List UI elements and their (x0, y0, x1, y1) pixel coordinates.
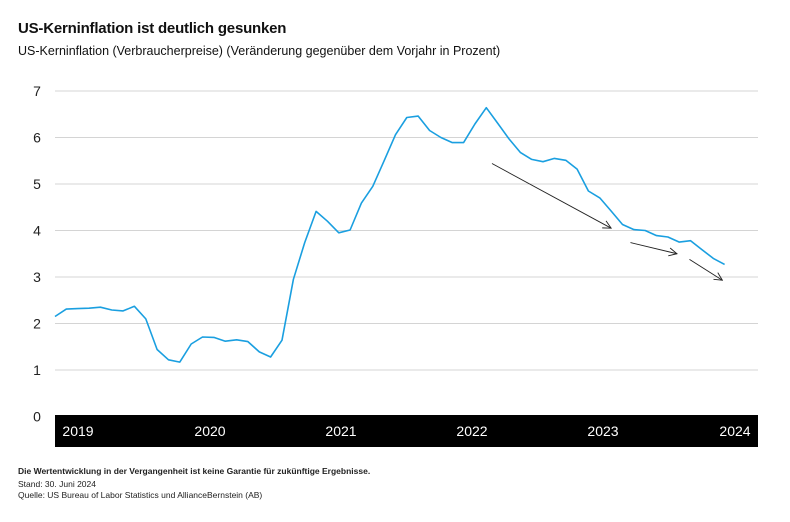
y-tick-label: 5 (33, 176, 41, 192)
as-of-date: Stand: 30. Juni 2024 (18, 479, 96, 489)
source-note: Quelle: US Bureau of Labor Statistics un… (18, 490, 263, 500)
x-tick-label: 2022 (456, 423, 487, 439)
x-tick-label: 2021 (325, 423, 356, 439)
chart-title: US-Kerninflation ist deutlich gesunken (18, 20, 287, 37)
y-tick-label: 4 (33, 223, 41, 239)
series-line (54, 106, 725, 363)
x-tick-label: 2019 (62, 423, 93, 439)
trend-arrow (491, 163, 613, 229)
x-axis-band (55, 415, 758, 447)
x-tick-label: 2023 (587, 423, 618, 439)
y-tick-label: 1 (33, 362, 41, 378)
line-chart: 0 1 2 3 4 5 6 7 2019 2020 2021 2022 2023 2024 (33, 83, 758, 447)
y-tick-label: 3 (33, 269, 41, 285)
y-tick-label: 7 (33, 83, 41, 99)
chart-subtitle: US-Kerninflation (Verbraucherpreise) (Ve… (18, 44, 501, 58)
y-tick-label: 6 (33, 130, 41, 146)
disclaimer: Die Wertentwicklung in der Vergangenheit… (18, 466, 371, 476)
y-tick-label: 2 (33, 316, 41, 332)
trend-arrow (689, 258, 724, 281)
x-tick-label: 2020 (194, 423, 225, 439)
y-tick-label: 0 (33, 409, 41, 425)
trend-arrow (630, 242, 678, 257)
x-tick-label: 2024 (719, 423, 750, 439)
